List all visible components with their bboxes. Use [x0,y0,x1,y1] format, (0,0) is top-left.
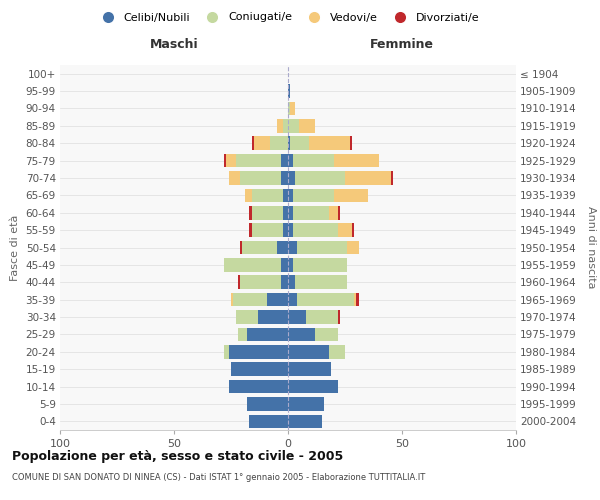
Bar [352,224,354,237]
Bar [345,171,391,185]
Bar [249,224,251,237]
Bar [288,293,297,306]
Bar [242,240,277,254]
Bar [238,276,240,289]
Bar [224,345,229,358]
Bar [293,154,334,168]
Bar [251,136,254,150]
Bar [329,345,345,358]
Bar [334,188,368,202]
Bar [288,310,306,324]
Y-axis label: Fasce di età: Fasce di età [10,214,20,280]
Bar [297,240,347,254]
Legend: Celibi/Nubili, Coniugati/e, Vedovi/e, Divorziati/e: Celibi/Nubili, Coniugati/e, Vedovi/e, Di… [92,8,484,27]
Bar [259,310,288,324]
Bar [288,276,295,289]
Bar [281,258,288,272]
Bar [281,154,288,168]
Text: COMUNE DI SAN DONATO DI NINEA (CS) - Dati ISTAT 1° gennaio 2005 - Elaborazione T: COMUNE DI SAN DONATO DI NINEA (CS) - Dat… [12,472,425,482]
Bar [334,154,379,168]
Bar [231,362,288,376]
Bar [293,206,329,220]
Bar [283,224,288,237]
Bar [288,224,293,237]
Bar [297,293,354,306]
Bar [299,119,316,132]
Bar [288,414,322,428]
Bar [338,206,340,220]
Bar [231,293,233,306]
Bar [293,258,347,272]
Bar [288,345,329,358]
Bar [338,224,352,237]
Y-axis label: Anni di nascita: Anni di nascita [586,206,596,289]
Bar [283,119,288,132]
Bar [268,293,288,306]
Bar [391,171,393,185]
Bar [288,328,316,341]
Bar [288,188,293,202]
Bar [354,293,356,306]
Bar [233,293,268,306]
Bar [293,224,338,237]
Bar [293,188,334,202]
Bar [245,188,251,202]
Bar [288,397,325,410]
Bar [281,171,288,185]
Bar [288,136,290,150]
Bar [247,397,288,410]
Bar [295,171,345,185]
Bar [277,119,283,132]
Bar [224,154,226,168]
Bar [338,310,340,324]
Bar [288,119,299,132]
Text: Popolazione per età, sesso e stato civile - 2005: Popolazione per età, sesso e stato civil… [12,450,343,463]
Bar [224,258,281,272]
Text: Femmine: Femmine [370,38,434,51]
Bar [236,310,259,324]
Bar [277,240,288,254]
Bar [288,102,290,115]
Bar [288,380,338,394]
Bar [281,276,288,289]
Bar [288,240,297,254]
Bar [229,345,288,358]
Text: Maschi: Maschi [149,38,199,51]
Bar [229,171,240,185]
Bar [249,414,288,428]
Bar [251,188,283,202]
Bar [350,136,352,150]
Bar [283,188,288,202]
Bar [283,206,288,220]
Bar [270,136,288,150]
Bar [356,293,359,306]
Bar [247,328,288,341]
Bar [329,206,338,220]
Bar [251,206,283,220]
Bar [240,171,281,185]
Bar [290,102,295,115]
Bar [308,136,350,150]
Bar [288,206,293,220]
Bar [316,328,338,341]
Bar [306,310,338,324]
Bar [288,362,331,376]
Bar [229,380,288,394]
Bar [254,136,270,150]
Bar [240,276,281,289]
Bar [236,154,281,168]
Bar [226,154,236,168]
Bar [249,206,251,220]
Bar [251,224,283,237]
Bar [288,171,295,185]
Bar [295,276,347,289]
Bar [288,154,293,168]
Bar [240,240,242,254]
Bar [347,240,359,254]
Bar [238,328,247,341]
Bar [288,84,290,98]
Bar [290,136,308,150]
Bar [288,258,293,272]
